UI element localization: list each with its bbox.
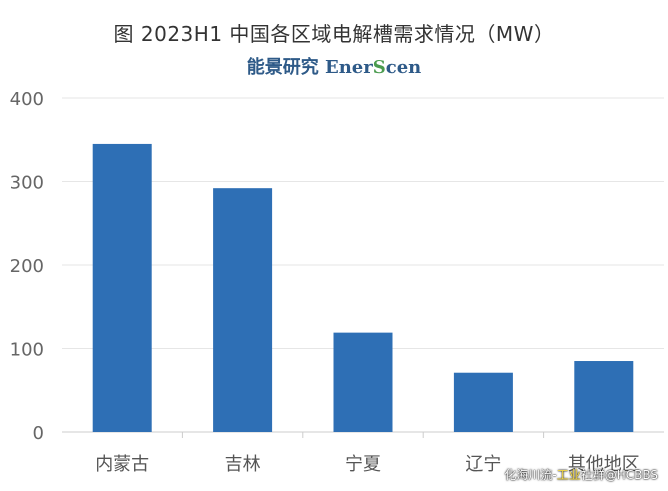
bar-2 (333, 332, 393, 432)
watermark-post: 社群@HCBBS (580, 468, 658, 482)
watermark-pre: 化海川流- (504, 468, 557, 482)
bar-1 (213, 188, 273, 432)
x-tick-label: 宁夏 (345, 454, 381, 475)
bar-4 (574, 361, 634, 432)
brand-text-highlight: S (372, 57, 386, 78)
watermark: 化海川流-工业社群@HCBBS (504, 466, 658, 483)
chart-title: 图 2023H1 中国各区域电解槽需求情况（MW） (113, 22, 555, 46)
y-tick-label: 300 (10, 173, 44, 194)
brand-text-pre: 能景研究 Ener (246, 57, 373, 78)
y-tick-label: 200 (10, 256, 44, 277)
watermark-highlight: 工业 (556, 468, 581, 482)
x-tick-label: 内蒙古 (95, 454, 149, 475)
bar-0 (92, 143, 152, 433)
y-tick-label: 0 (33, 423, 44, 444)
x-tick-label: 辽宁 (465, 454, 501, 475)
bar-3 (453, 372, 513, 432)
x-tick-label: 其他地区 (568, 454, 640, 475)
y-tick-label: 100 (10, 340, 44, 361)
brand-logo: 能景研究 EnerScen (0, 53, 668, 79)
brand-text-post: cen (385, 57, 422, 78)
y-tick-label: 400 (10, 89, 44, 110)
x-tick-label: 吉林 (225, 454, 261, 475)
